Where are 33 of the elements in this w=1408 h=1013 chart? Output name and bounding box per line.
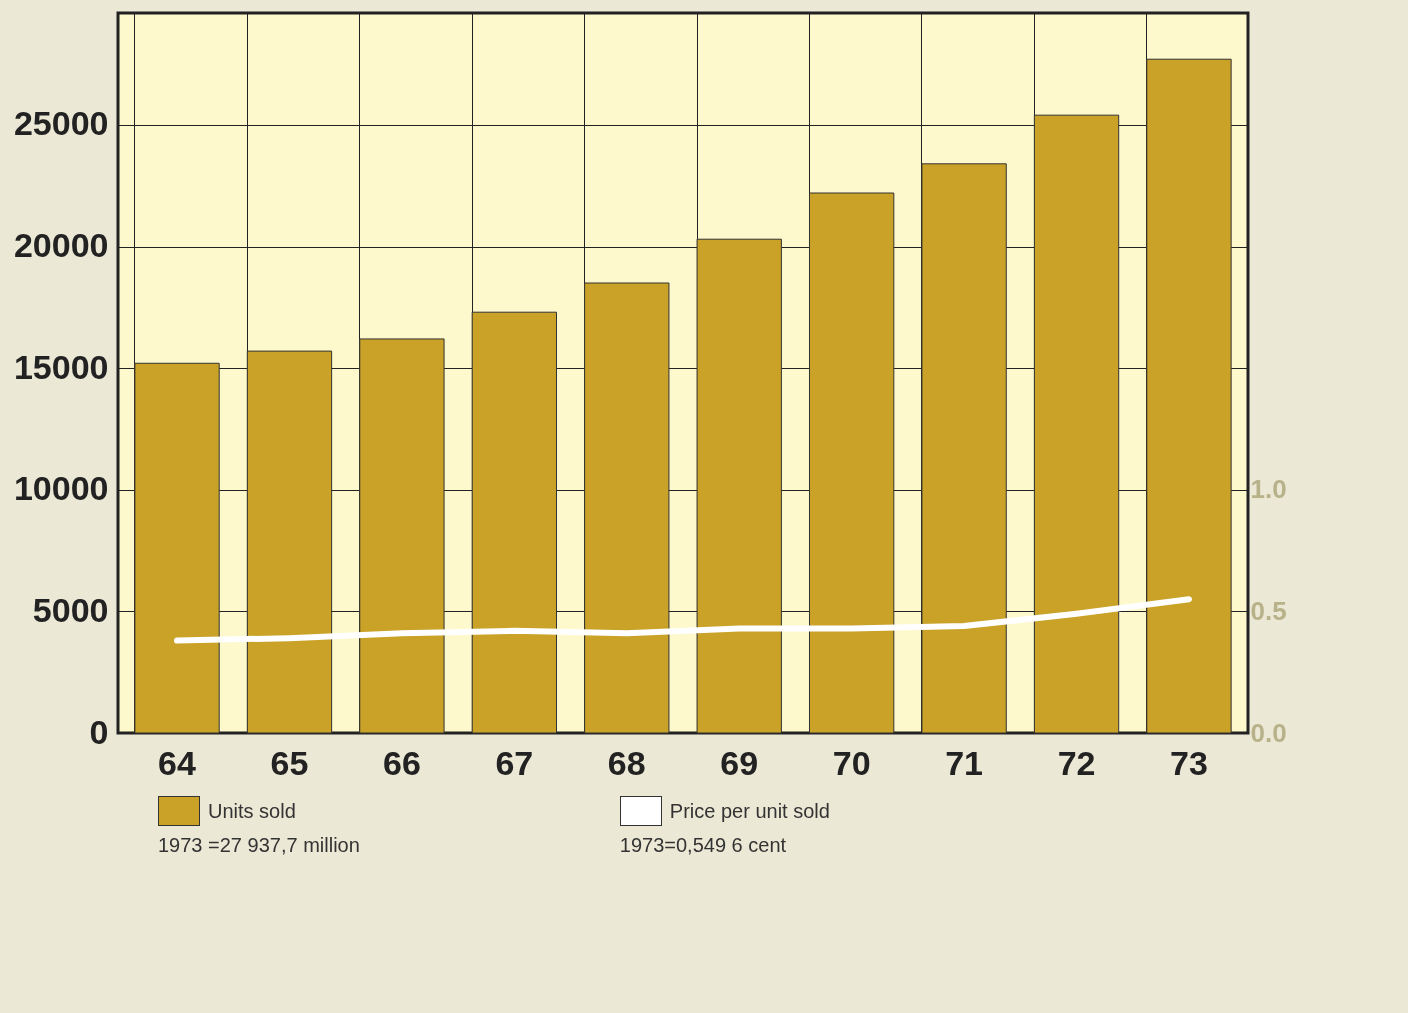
y-tick-label: 10000 [13, 469, 109, 508]
text: 1973 =27 937,7 million [158, 833, 360, 858]
bar [1146, 58, 1232, 734]
bar [808, 192, 895, 734]
bar [134, 362, 220, 734]
bar [696, 238, 782, 734]
legend-label: Price per unit sold [669, 799, 830, 823]
x-tick-label: 65 [270, 743, 309, 782]
y-tick-label: 25000 [13, 104, 109, 143]
x-tick-label: 69 [720, 743, 759, 782]
x-tick-label: 66 [382, 743, 421, 782]
text: 1973=0,549 6 cent [619, 833, 788, 858]
x-tick-label: 68 [607, 743, 646, 782]
x-tick-label: 70 [832, 743, 871, 782]
bar [246, 350, 333, 734]
bar [359, 338, 445, 734]
x-tick-label: 67 [495, 743, 534, 782]
x-tick-label: 71 [945, 743, 984, 782]
y-tick-label: 5000 [32, 590, 109, 629]
bar [1033, 114, 1120, 734]
x-tick-label: 72 [1057, 743, 1096, 782]
y-tick-label: 0 [89, 712, 109, 751]
y2-tick-label: 0.5 [1250, 595, 1287, 626]
x-tick-label: 73 [1170, 743, 1208, 782]
y-tick-label: 20000 [13, 226, 109, 265]
y-tick-label: 15000 [13, 347, 109, 386]
bar [584, 282, 670, 734]
bar [471, 311, 558, 734]
y2-tick-label: 0.0 [1250, 717, 1287, 748]
bar [921, 163, 1007, 734]
y2-tick-label: 1.0 [1250, 474, 1287, 505]
x-tick-label: 64 [158, 743, 197, 782]
legend-label: Units sold [208, 799, 296, 823]
